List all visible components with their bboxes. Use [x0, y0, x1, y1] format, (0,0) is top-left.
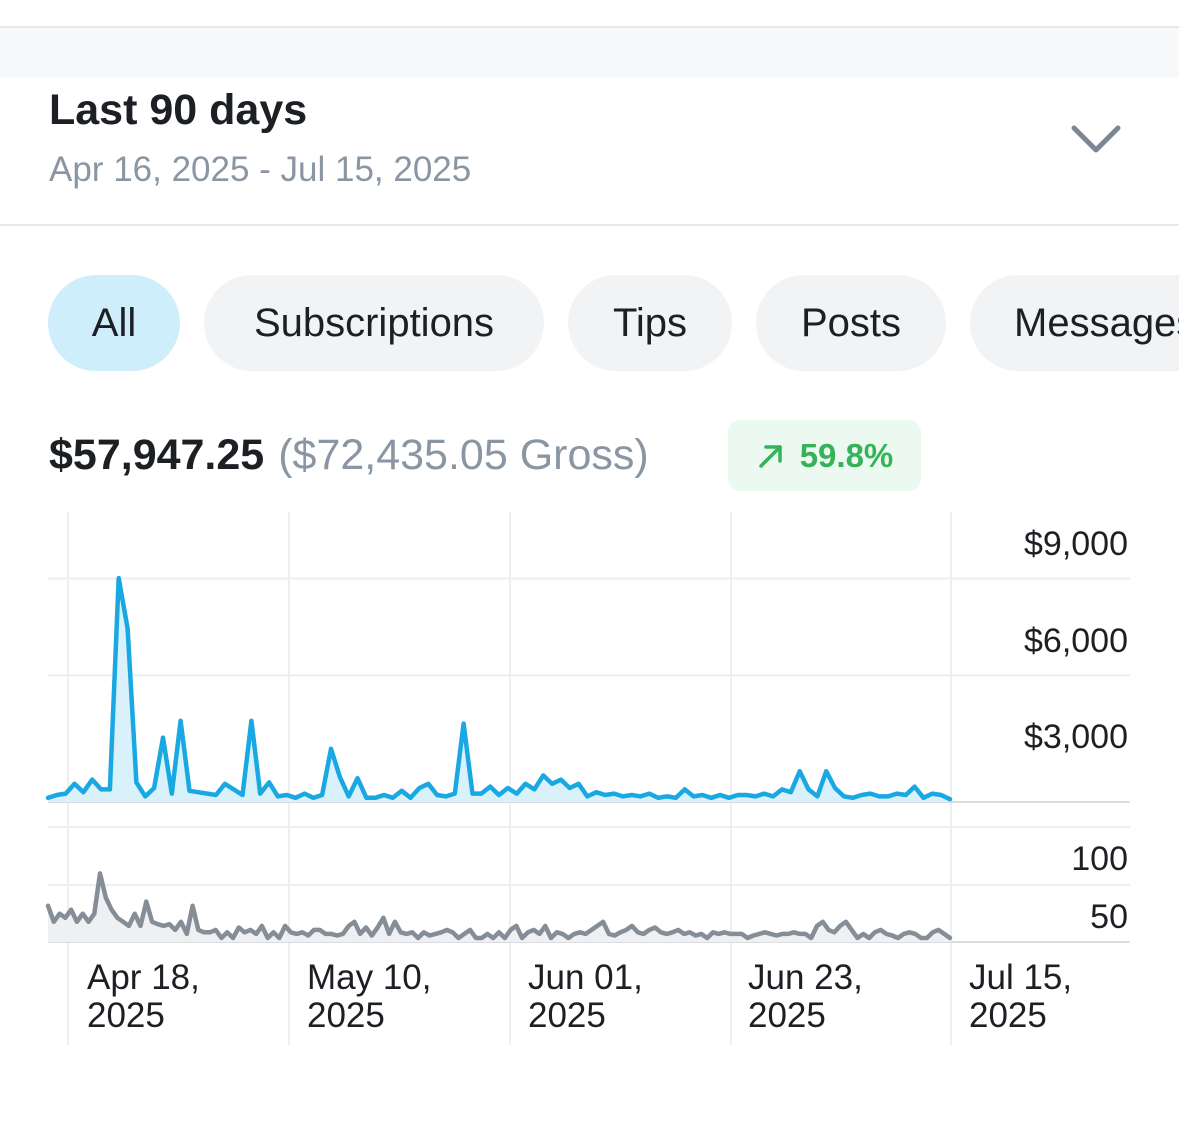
x-tick-label: Jul 15,	[969, 958, 1072, 997]
y-tick-label: $9,000	[1024, 525, 1128, 563]
top-strip	[0, 26, 1179, 78]
count-line	[45, 871, 953, 941]
x-tick-label: Jun 01,	[528, 958, 643, 997]
x-tick-label: 2025	[528, 996, 606, 1035]
x-tick-label: 2025	[969, 996, 1047, 1035]
period-date-range: Apr 16, 2025 - Jul 15, 2025	[49, 150, 472, 189]
period-title: Last 90 days	[49, 86, 308, 134]
y-tick-label: $6,000	[1024, 622, 1128, 660]
x-tick-label: 2025	[307, 996, 385, 1035]
earnings-summary: $57,947.25 ($72,435.05 Gross)	[49, 420, 649, 490]
x-tick-label: May 10,	[307, 958, 432, 997]
y-tick-label: 100	[1071, 840, 1128, 878]
chevron-down-icon[interactable]	[1068, 118, 1124, 158]
y-axis-labels: $9,000 $6,000 $3,000 100 50	[1024, 525, 1128, 936]
tab-subscriptions[interactable]: Subscriptions	[204, 275, 544, 371]
x-tick-label: 2025	[87, 996, 165, 1035]
arrow-up-right-icon	[758, 444, 782, 468]
x-tick-label: Jun 23,	[748, 958, 863, 997]
net-earnings: $57,947.25	[49, 430, 265, 479]
chart-series	[45, 575, 953, 942]
tab-messages[interactable]: Messages	[970, 275, 1179, 371]
x-tick-label: Apr 18,	[87, 958, 200, 997]
count-area	[48, 873, 950, 942]
earnings-area	[48, 578, 950, 802]
earnings-line	[45, 575, 953, 802]
filter-tabs: All Subscriptions Tips Posts Messages	[0, 275, 1179, 371]
y-tick-label: 50	[1090, 898, 1128, 936]
tab-posts[interactable]: Posts	[756, 275, 946, 371]
tab-tips[interactable]: Tips	[568, 275, 732, 371]
tab-all[interactable]: All	[48, 275, 180, 371]
y-tick-label: $3,000	[1024, 718, 1128, 756]
x-tick-label: 2025	[748, 996, 826, 1035]
change-percent: 59.8%	[799, 436, 894, 474]
period-selector[interactable]	[0, 52, 1179, 226]
change-badge: 59.8%	[728, 420, 921, 491]
gross-earnings: ($72,435.05 Gross)	[278, 430, 649, 479]
